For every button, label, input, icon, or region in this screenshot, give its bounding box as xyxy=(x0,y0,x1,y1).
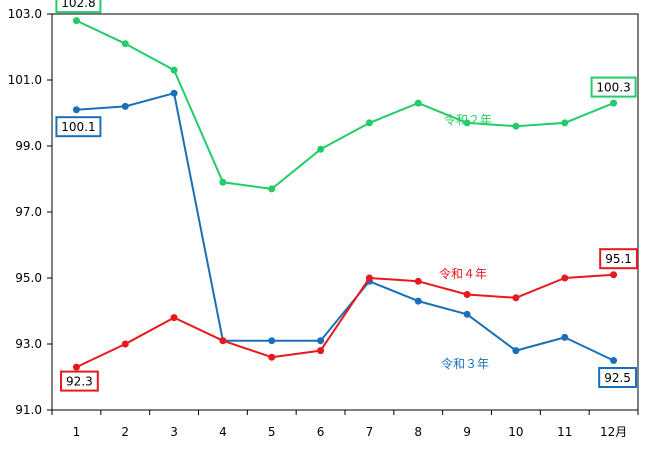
data-point xyxy=(463,310,471,318)
y-tick-label: 99.0 xyxy=(15,139,42,153)
series-2 xyxy=(72,89,618,364)
data-point xyxy=(365,274,373,282)
data-label: 100.3 xyxy=(596,81,630,95)
data-label-border xyxy=(599,248,638,270)
data-point xyxy=(512,347,520,355)
data-label-border xyxy=(55,116,102,138)
data-point xyxy=(170,66,178,74)
series-line xyxy=(76,92,615,362)
y-tick-label: 95.0 xyxy=(15,271,42,285)
plot-area-frame xyxy=(51,13,639,411)
data-point xyxy=(170,314,178,322)
data-point xyxy=(121,102,129,110)
data-point xyxy=(610,99,618,107)
data-label: 100.1 xyxy=(61,120,95,134)
x-tick-label: 6 xyxy=(317,425,325,439)
data-point xyxy=(561,274,569,282)
data-point xyxy=(121,40,129,48)
x-tick-label: 10 xyxy=(508,425,523,439)
series-name-label: 令和３年 xyxy=(441,356,489,371)
x-tick-label: 9 xyxy=(463,425,471,439)
y-tick-label: 91.0 xyxy=(15,403,42,417)
data-label-box: 102.8 xyxy=(55,0,102,14)
data-point xyxy=(561,333,569,341)
data-point xyxy=(72,363,80,371)
data-point xyxy=(561,119,569,127)
data-label-box: 100.3 xyxy=(590,76,637,98)
data-label: 102.8 xyxy=(61,0,95,10)
x-tick-label: 12月 xyxy=(600,425,627,439)
x-tick-label: 5 xyxy=(268,425,276,439)
x-tick-label: 1 xyxy=(73,425,81,439)
data-label-box: 92.3 xyxy=(60,370,99,392)
data-point xyxy=(219,337,227,345)
data-label-layer: 令和２年 102.8 100.3 令和３年 100.1 92.5 令和４年 92.3 95.1 xyxy=(55,0,638,392)
data-point xyxy=(610,357,618,364)
data-point xyxy=(268,185,276,193)
x-tick-label: 4 xyxy=(219,425,227,439)
data-point xyxy=(268,337,276,345)
y-tick-label: 93.0 xyxy=(15,337,42,351)
data-label-box: 92.5 xyxy=(598,367,637,388)
data-label-border xyxy=(598,367,637,388)
series-layer xyxy=(72,17,618,371)
y-tick-label: 103.0 xyxy=(8,7,42,21)
data-label: 95.1 xyxy=(605,252,632,266)
data-point xyxy=(219,178,227,186)
data-point xyxy=(512,294,520,302)
x-tick-label: 2 xyxy=(121,425,129,439)
data-point xyxy=(512,122,520,130)
data-point xyxy=(317,337,325,345)
series-3 xyxy=(72,271,618,371)
data-point xyxy=(610,271,618,279)
data-point xyxy=(72,106,80,114)
data-label-box: 100.1 xyxy=(55,116,102,138)
y-tick-label: 101.0 xyxy=(8,73,42,87)
x-tick-label: 3 xyxy=(170,425,178,439)
y-tick-label: 97.0 xyxy=(15,205,42,219)
data-point xyxy=(72,17,80,25)
data-point xyxy=(365,119,373,127)
data-point xyxy=(414,297,422,305)
data-label: 92.5 xyxy=(604,371,631,385)
data-point xyxy=(268,353,276,361)
data-label-border xyxy=(55,0,102,14)
series-name-label: 令和４年 xyxy=(439,266,487,281)
data-label-border xyxy=(60,370,99,392)
data-label-border xyxy=(590,76,637,98)
x-tick-label: 11 xyxy=(557,425,572,439)
chart-axes: 91.0 93.0 95.0 97.0 99.0 101.0 103.0 1 2 3 4 5 6 7 8 9 1… xyxy=(8,7,639,439)
data-label-box: 95.1 xyxy=(599,248,638,270)
x-tick-label: 7 xyxy=(366,425,374,439)
data-point xyxy=(121,340,129,348)
series-name-label: 令和２年 xyxy=(444,112,492,127)
series-line xyxy=(75,19,614,190)
data-point xyxy=(170,89,178,97)
data-point xyxy=(317,347,325,355)
data-point xyxy=(414,277,422,285)
data-point xyxy=(463,119,471,127)
x-tick-label: 8 xyxy=(414,425,422,439)
series-line xyxy=(75,273,614,369)
data-point xyxy=(414,99,422,107)
data-point xyxy=(317,145,325,153)
data-label: 92.3 xyxy=(66,375,93,389)
data-point xyxy=(463,291,471,298)
series-1 xyxy=(72,17,618,193)
